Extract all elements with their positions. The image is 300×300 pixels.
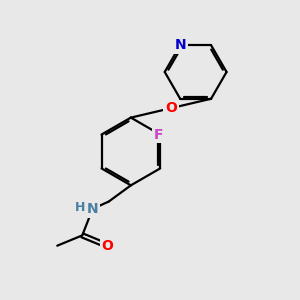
Text: O: O bbox=[101, 239, 113, 253]
Text: N: N bbox=[87, 202, 98, 216]
Text: F: F bbox=[154, 128, 164, 142]
Text: H: H bbox=[75, 201, 86, 214]
Text: N: N bbox=[174, 38, 186, 52]
Text: O: O bbox=[165, 101, 177, 115]
